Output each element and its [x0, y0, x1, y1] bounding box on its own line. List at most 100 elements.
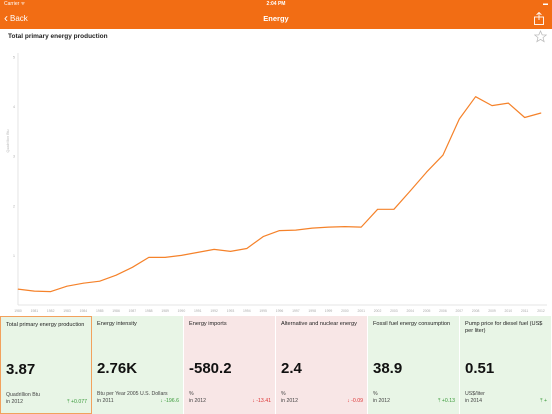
x-tick-label: 2009	[488, 309, 496, 313]
x-tick-label: 2012	[537, 309, 545, 313]
x-tick-label: 1994	[243, 309, 251, 313]
x-tick-label: 2006	[439, 309, 447, 313]
x-tick-label: 1989	[161, 309, 169, 313]
data-point	[295, 229, 297, 231]
data-point	[279, 230, 280, 232]
y-tick-label: 1	[13, 254, 15, 258]
card-unit: %	[373, 391, 378, 397]
back-label: Back	[10, 13, 28, 23]
card-year: in 2014	[465, 398, 483, 404]
card-year: in 2011	[97, 398, 114, 404]
data-point	[246, 248, 248, 249]
indicator-card[interactable]: Total primary energy production 3.87 Quadr…	[0, 316, 92, 414]
battery-icon: ▬	[543, 1, 548, 7]
data-point	[344, 226, 346, 228]
x-tick-label: 1987	[129, 309, 137, 313]
card-unit: Quadrillion Btu	[6, 392, 41, 398]
data-point	[148, 256, 150, 258]
share-icon[interactable]	[533, 12, 545, 25]
card-year: in 2012	[281, 398, 299, 404]
data-point	[409, 190, 411, 192]
indicator-card[interactable]: Energy imports -580.2% in 2012 ↓ -13.41	[184, 316, 276, 414]
x-tick-label: 2001	[357, 309, 365, 313]
data-point	[507, 102, 509, 104]
data-point	[377, 208, 378, 210]
data-point	[181, 255, 182, 256]
card-value: 3.87	[6, 361, 36, 378]
data-point	[426, 171, 427, 173]
x-tick-label: 2002	[374, 309, 382, 313]
data-point	[197, 252, 199, 253]
x-tick-label: 1988	[145, 309, 153, 313]
data-point	[17, 288, 19, 290]
star-icon[interactable]	[534, 30, 547, 43]
y-tick-label: 2	[13, 204, 15, 208]
data-point	[442, 154, 444, 156]
y-tick-label: 5	[13, 56, 15, 60]
data-point	[164, 256, 166, 258]
x-tick-label: 2004	[406, 309, 414, 313]
data-point	[213, 249, 215, 250]
x-tick-label: 1982	[47, 309, 55, 313]
data-point	[475, 96, 477, 98]
indicator-card[interactable]: Fossil fuel energy consumption 38.9% in 20…	[368, 316, 460, 414]
card-year: in 2012	[6, 399, 24, 405]
data-point	[82, 282, 84, 284]
card-unit: US$/liter	[465, 391, 485, 397]
x-tick-label: 2010	[505, 309, 513, 313]
data-point	[458, 118, 460, 120]
indicator-card[interactable]: Alternative and nuclear energy 2.4% in 201…	[276, 316, 368, 414]
x-tick-label: 2008	[472, 309, 480, 313]
data-point	[540, 112, 542, 114]
carrier-label: Carrier ᯤ	[4, 1, 26, 7]
card-value: 38.9	[373, 360, 403, 377]
x-tick-label: 2003	[390, 309, 398, 313]
data-point	[262, 236, 264, 237]
status-time: 2:04 PM	[266, 1, 286, 7]
x-tick-label: 1995	[259, 309, 267, 313]
card-year: in 2012	[189, 398, 207, 404]
indicator-cards: Total primary energy production 3.87 Quadr…	[0, 316, 552, 414]
data-point	[132, 266, 133, 268]
chevron-left-icon: ‹	[4, 11, 8, 25]
x-tick-label: 1985	[96, 309, 104, 313]
data-point	[66, 285, 68, 287]
line-chart: 1 2 3 4 5 Quadrillion Btu 1980 1981 1982 1983 1984…	[0, 47, 552, 315]
data-point	[115, 274, 117, 276]
x-tick-label: 1996	[276, 309, 284, 313]
card-change: ⤒ +0.077	[67, 399, 87, 405]
card-name: Alternative and nuclear energy	[281, 321, 357, 327]
back-button[interactable]: ‹ Back	[4, 12, 28, 24]
x-tick-label: 2007	[456, 309, 464, 313]
card-change: ⤒ +0.13	[438, 398, 455, 404]
chart-title: Total primary energy production	[8, 33, 108, 40]
data-point	[230, 251, 231, 252]
x-tick-label: 2000	[341, 309, 349, 313]
data-point	[99, 280, 101, 282]
indicator-card[interactable]: Pump price for diesel fuel (US$ per lite…	[460, 316, 552, 414]
x-tick-label: 1981	[31, 309, 39, 313]
data-point	[50, 291, 52, 293]
x-tick-label: 1999	[325, 309, 333, 313]
page-title: Energy	[263, 14, 289, 23]
series-line	[17, 96, 542, 293]
x-tick-label: 1990	[178, 309, 186, 313]
card-name: Energy imports	[189, 321, 227, 327]
card-name: Fossil fuel energy consumption	[373, 321, 451, 327]
nav-bar: ‹ Back Energy	[0, 9, 552, 29]
chart-svg: 1 2 3 4 5 Quadrillion Btu 1980 1981 1982 1983 1984…	[6, 53, 547, 313]
y-axis-label: Quadrillion Btu	[6, 129, 10, 152]
card-unit: %	[281, 391, 286, 397]
status-bar: Carrier ᯤ 2:04 PM ▬	[0, 0, 552, 9]
y-tick-label: 3	[13, 155, 15, 159]
x-tick-label: 1991	[194, 309, 202, 313]
x-tick-label: 1980	[14, 309, 22, 313]
x-tick-label: 1998	[308, 309, 316, 313]
data-point	[328, 226, 329, 228]
indicator-card[interactable]: Energy intensity 2.76K Btu per Year 2005 U…	[92, 316, 184, 414]
x-tick-label: 1997	[292, 309, 300, 313]
data-point	[33, 290, 35, 292]
data-point	[311, 227, 313, 229]
card-change: ↓ -13.41	[252, 398, 271, 404]
data-point	[491, 105, 493, 107]
